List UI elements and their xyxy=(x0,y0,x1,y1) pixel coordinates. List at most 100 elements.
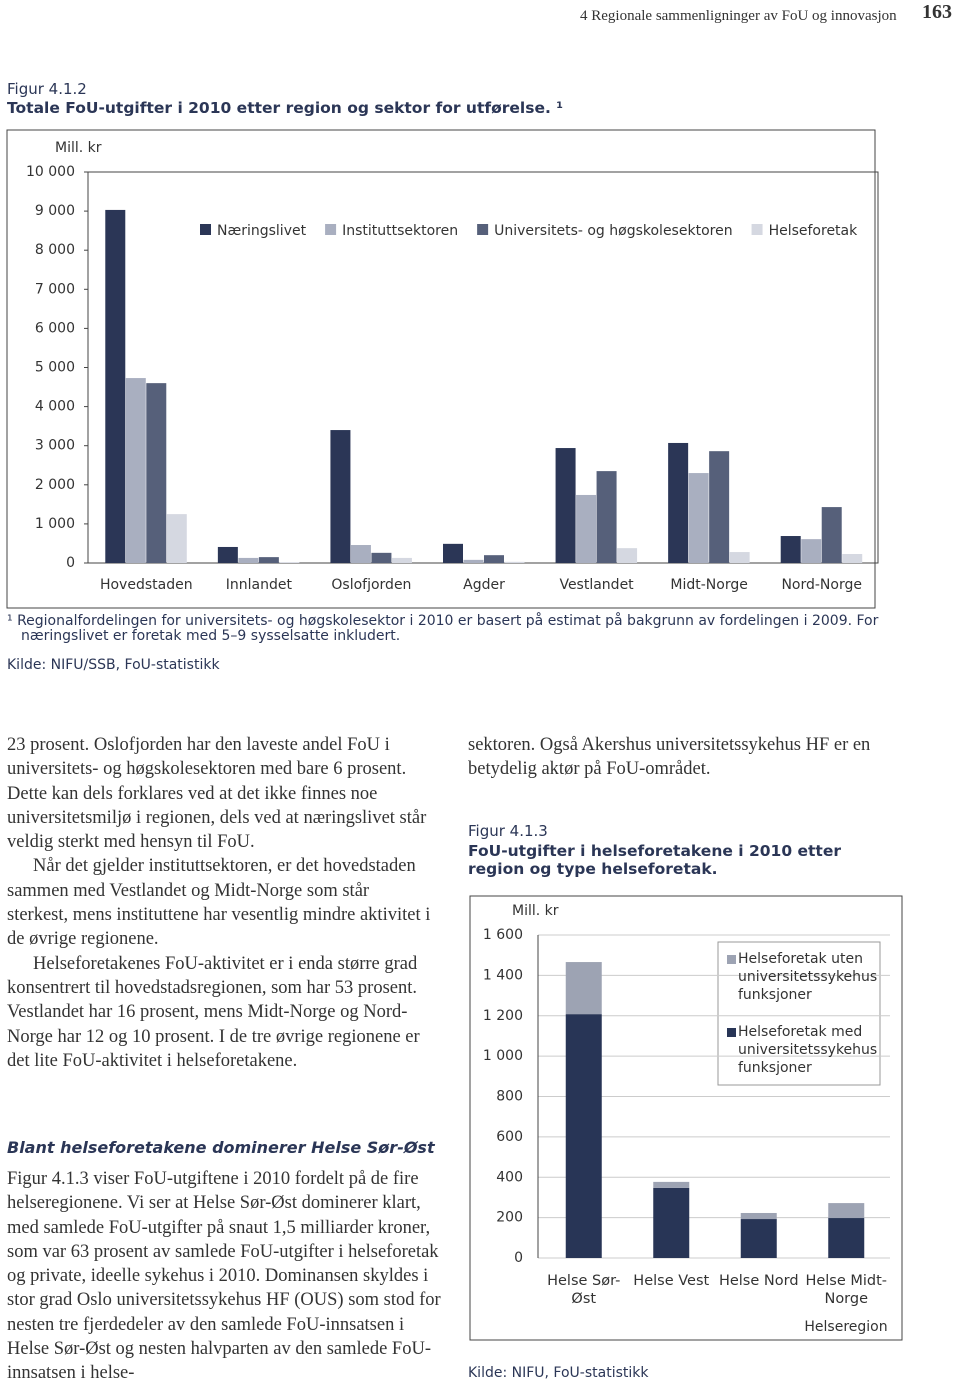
bar xyxy=(443,543,463,563)
bar xyxy=(146,383,167,563)
bar-segment xyxy=(565,1014,602,1258)
x-tick-label: Oslofjorden xyxy=(331,577,411,593)
bar xyxy=(596,471,617,563)
y-tick-label: 6 000 xyxy=(35,320,75,336)
section-heading: Blant helseforetakene dominerer Helse Sø… xyxy=(7,1138,435,1157)
legend-label: Helseforetak xyxy=(769,223,859,239)
x-tick-label: Nord-Norge xyxy=(781,577,862,593)
legend-label: Helseforetak med universitetssykehusfunk… xyxy=(738,1024,878,1076)
x-tick-label: Agder xyxy=(463,577,505,593)
legend-swatch xyxy=(200,224,211,235)
text-column: Figur 4.1.3 viser FoU-utgiftene i 2010 f… xyxy=(7,1167,445,1385)
bar xyxy=(463,559,484,563)
bar-segment xyxy=(740,1219,777,1258)
bar xyxy=(391,557,412,563)
bar xyxy=(350,545,371,563)
y-tick-label: 1 400 xyxy=(483,967,523,983)
x-tick-label: Helse Vest xyxy=(633,1273,710,1289)
running-header: 4 Regionale sammenligninger av FoU og in… xyxy=(580,8,897,24)
y-tick-label: 5 000 xyxy=(35,360,75,376)
bar xyxy=(330,430,351,563)
legend-box xyxy=(717,941,881,1086)
legend-swatch xyxy=(325,224,337,235)
bar xyxy=(821,507,842,563)
bar xyxy=(842,554,863,563)
y-tick-label: 400 xyxy=(496,1169,523,1185)
x-tick-label: Midt-Norge xyxy=(670,577,747,593)
legend-label: Instituttsektoren xyxy=(342,223,458,239)
legend-label: Universitets- og høgskolesektoren xyxy=(494,223,732,239)
y-tick-label: 1 000 xyxy=(483,1048,523,1064)
x-axis-label: Helseregion xyxy=(804,1319,887,1335)
x-tick-label: Helse Nord xyxy=(718,1273,799,1289)
y-tick-label: 4 000 xyxy=(35,399,75,415)
bar xyxy=(617,548,638,563)
footnote: ¹ Regionalfordelingen for universitets- … xyxy=(7,613,879,644)
legend-swatch xyxy=(727,955,736,964)
legend-label: Næringslivet xyxy=(217,223,307,239)
source: Kilde: NIFU/SSB, FoU-statistikk xyxy=(7,657,220,673)
bar xyxy=(729,552,750,563)
bar xyxy=(371,552,392,563)
bar xyxy=(780,536,801,563)
figure-label: Figur 4.1.2 xyxy=(7,80,87,98)
x-tick-label: Innlandet xyxy=(226,577,293,593)
paragraph: sektoren. Også Akershus universitetssyke… xyxy=(468,735,871,780)
bar-segment xyxy=(828,1218,865,1258)
paragraph: Når det gjelder instituttsektoren, er de… xyxy=(7,856,431,950)
y-tick-label: 9 000 xyxy=(35,203,75,219)
y-axis-label: Mill. kr xyxy=(55,140,102,156)
legend-label: Helseforetak uten universitetssykehusfun… xyxy=(738,951,878,1003)
y-tick-label: 1 000 xyxy=(35,516,75,532)
y-tick-label: 1 600 xyxy=(483,927,523,943)
page-number: 163 xyxy=(922,1,952,23)
bar xyxy=(576,494,597,563)
bar xyxy=(166,514,187,563)
x-tick-label: Helse Sør-Øst xyxy=(547,1273,621,1307)
text-column: sektoren. Også Akershus universitetssyke… xyxy=(468,733,913,782)
y-tick-label: 0 xyxy=(514,1250,523,1266)
bar xyxy=(105,209,126,563)
bar xyxy=(484,555,504,563)
bar xyxy=(801,539,822,563)
bar xyxy=(688,473,709,563)
figure-title: FoU-utgifter i helseforetakene i 2010 et… xyxy=(468,842,841,878)
bar xyxy=(668,442,689,563)
legend-swatch xyxy=(477,224,489,235)
y-tick-label: 200 xyxy=(496,1210,523,1226)
y-axis-label: Mill. kr xyxy=(512,903,559,919)
y-tick-label: 7 000 xyxy=(35,281,75,297)
paragraph: 23 prosent. Oslofjorden har den laveste … xyxy=(7,735,427,853)
bar-segment xyxy=(740,1212,777,1220)
y-tick-label: 600 xyxy=(496,1129,523,1145)
figure-label: Figur 4.1.3 xyxy=(468,822,548,840)
legend-swatch xyxy=(727,1028,736,1037)
x-tick-label: Vestlandet xyxy=(559,577,634,593)
paragraph: Figur 4.1.3 viser FoU-utgiftene i 2010 f… xyxy=(7,1169,441,1384)
y-tick-label: 8 000 xyxy=(35,242,75,258)
source: Kilde: NIFU, FoU-statistikk xyxy=(468,1365,649,1381)
bar xyxy=(238,557,259,563)
bar xyxy=(217,546,238,563)
bar xyxy=(709,451,730,563)
bar xyxy=(555,448,576,563)
bar xyxy=(125,378,146,563)
bar-segment xyxy=(653,1181,690,1188)
x-tick-label: Helse Midt-Norge xyxy=(805,1273,888,1307)
figure-frame xyxy=(6,129,876,609)
bar xyxy=(279,562,300,563)
y-tick-label: 2 000 xyxy=(35,477,75,493)
y-tick-label: 800 xyxy=(496,1089,523,1105)
y-tick-label: 3 000 xyxy=(35,438,75,454)
bar xyxy=(504,561,525,563)
legend-swatch xyxy=(751,224,763,235)
y-tick-label: 10 000 xyxy=(26,164,75,180)
bar-segment xyxy=(653,1187,690,1258)
paragraph: Helseforetakenes FoU-aktivitet er i enda… xyxy=(7,953,420,1071)
bar-segment xyxy=(828,1203,865,1219)
bar-segment xyxy=(565,962,602,1015)
figure-title: Totale FoU-utgifter i 2010 etter region … xyxy=(7,99,564,117)
text-column: 23 prosent. Oslofjorden har den laveste … xyxy=(7,733,432,1073)
